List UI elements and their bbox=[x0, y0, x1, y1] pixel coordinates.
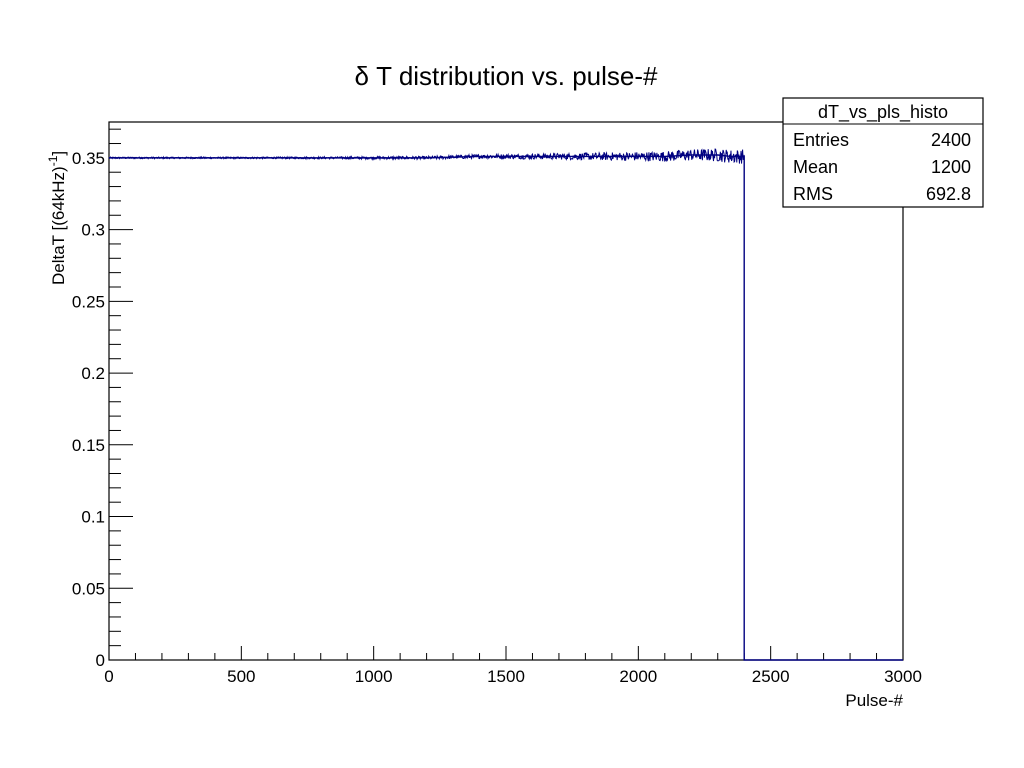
x-tick-label: 1000 bbox=[355, 667, 393, 686]
y-tick-label: 0.2 bbox=[81, 364, 105, 383]
y-axis-title: DeltaT [(64kHz)-1] bbox=[46, 151, 68, 285]
stats-entries-label: Entries bbox=[793, 130, 849, 150]
y-tick-label: 0.35 bbox=[72, 149, 105, 168]
histogram-fluctuation bbox=[108, 148, 745, 164]
x-axis-ticks bbox=[108, 646, 904, 660]
y-axis-tick-labels: 0 0.05 0.1 0.15 0.2 0.25 0.3 0.35 bbox=[72, 149, 105, 670]
stats-box-title: dT_vs_pls_histo bbox=[818, 102, 948, 123]
stats-entries-value: 2400 bbox=[931, 130, 971, 150]
stats-mean-label: Mean bbox=[793, 157, 838, 177]
x-axis-tick-labels: 0 500 1000 1500 2000 2500 3000 bbox=[104, 667, 922, 686]
y-axis-ticks bbox=[109, 128, 133, 661]
stats-box-frame bbox=[782, 97, 984, 208]
stats-rms-label: RMS bbox=[793, 184, 833, 204]
histogram-series-line bbox=[109, 154, 903, 661]
x-tick-label: 2000 bbox=[619, 667, 657, 686]
x-tick-label: 3000 bbox=[884, 667, 922, 686]
y-axis-title-suffix: ] bbox=[49, 151, 68, 156]
x-tick-label: 0 bbox=[104, 667, 113, 686]
x-tick-label: 1500 bbox=[487, 667, 525, 686]
x-tick-label: 2500 bbox=[752, 667, 790, 686]
stats-mean-value: 1200 bbox=[931, 157, 971, 177]
y-tick-label: 0.3 bbox=[81, 221, 105, 240]
stats-rms-value: 692.8 bbox=[926, 184, 971, 204]
y-tick-label: 0.05 bbox=[72, 579, 105, 598]
y-axis-title-superscript: -1 bbox=[46, 155, 60, 166]
y-tick-label: 0.15 bbox=[72, 436, 105, 455]
y-tick-label: 0.1 bbox=[81, 508, 105, 527]
x-axis-title: Pulse-# bbox=[845, 691, 903, 710]
y-tick-label: 0.25 bbox=[72, 292, 105, 311]
x-tick-label: 500 bbox=[227, 667, 255, 686]
y-axis-title-main: DeltaT [(64kHz) bbox=[49, 166, 68, 285]
y-tick-label: 0 bbox=[96, 651, 105, 670]
stats-box: dT_vs_pls_histo Entries 2400 Mean 1200 R… bbox=[782, 97, 984, 208]
chart-title: δ T distribution vs. pulse-# bbox=[354, 61, 658, 91]
